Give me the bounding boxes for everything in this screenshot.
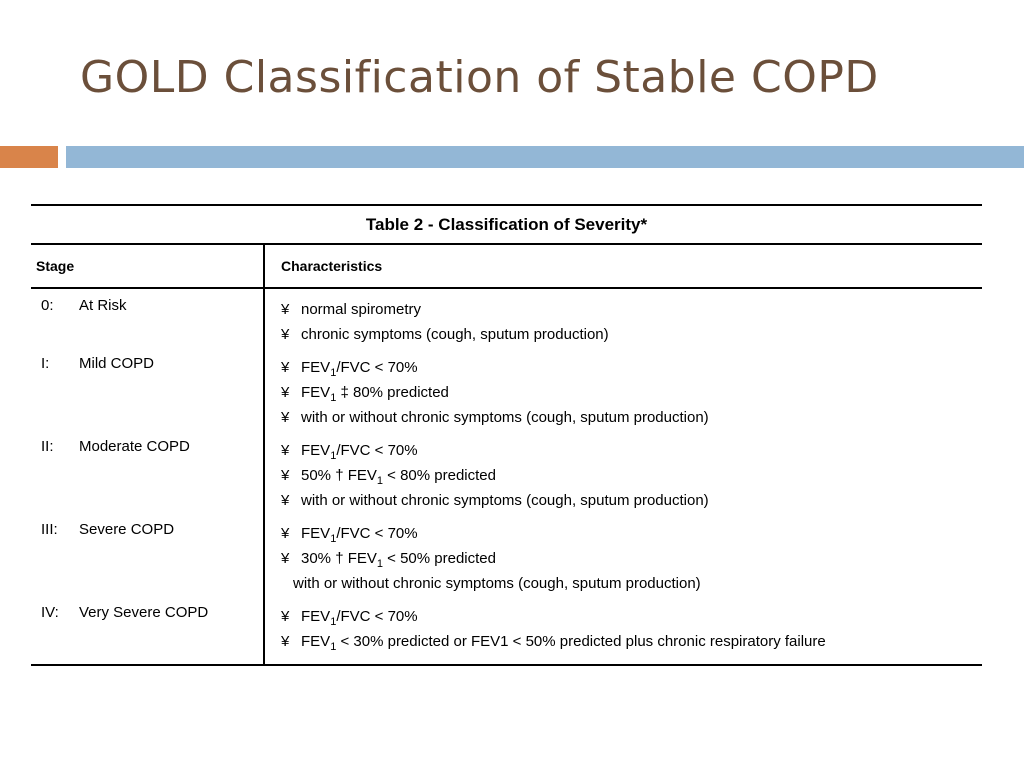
slide-title: GOLD Classification of Stable COPD <box>80 52 879 103</box>
characteristics-cell: ¥ FEV1/FVC < 70% ¥50% † FEV1 < 80% predict… <box>281 438 982 521</box>
characteristic-text: 50% † FEV <box>301 467 377 484</box>
bullet-glyph: ¥ <box>281 608 290 625</box>
table-caption: Table 2 - Classification of Severity* <box>31 206 982 245</box>
bullet-glyph: ¥ <box>281 467 290 484</box>
characteristic-text: /FVC < 70% <box>336 442 418 459</box>
characteristic-text: FEV <box>301 633 331 650</box>
characteristics-cell: ¥ normal spirometry ¥ chronic symptoms (cou… <box>281 297 982 355</box>
header-characteristics: Characteristics <box>281 258 383 274</box>
characteristic-line: with or without chronic symptoms (cough,… <box>281 571 982 596</box>
bullet-glyph: ¥ <box>281 525 290 542</box>
characteristics-cell: ¥ FEV1/FVC < 70% ¥ FEV1 ‡ 80% predicted ¥ wit… <box>281 355 982 438</box>
accent-bar-orange <box>0 146 58 168</box>
characteristics-column: ¥ normal spirometry ¥ chronic symptoms (cou… <box>265 289 982 664</box>
subscript: 1 <box>330 616 337 628</box>
characteristic-text: with or without chronic symptoms (cough,… <box>293 575 701 592</box>
characteristic-text: FEV <box>301 525 331 542</box>
characteristic-line: ¥ FEV1/FVC < 70% <box>281 438 982 463</box>
subscript: 1 <box>376 558 383 570</box>
characteristic-text: normal spirometry <box>301 301 422 318</box>
characteristic-line: ¥ FEV1 ‡ 80% predicted <box>281 380 982 405</box>
bullet-glyph: ¥ <box>281 359 290 376</box>
characteristic-text: with or without chronic symptoms (cough,… <box>301 492 709 509</box>
characteristic-text: /FVC < 70% <box>336 525 418 542</box>
characteristic-line: ¥ with or without chronic symptoms (cough… <box>281 405 982 430</box>
severity-table: Table 2 - Classification of Severity* St… <box>31 204 982 666</box>
characteristic-line: ¥ with or without chronic symptoms (cough… <box>281 488 982 513</box>
subscript: 1 <box>330 533 337 545</box>
subscript: 1 <box>330 641 337 653</box>
characteristic-line: ¥ FEV1/FVC < 70% <box>281 355 982 380</box>
stage-number: I: <box>41 355 50 372</box>
characteristic-text: < 80% predicted <box>383 467 496 484</box>
characteristic-text: /FVC < 70% <box>336 359 418 376</box>
bullet-glyph: ¥ <box>281 409 290 426</box>
header-stage: Stage <box>31 245 265 287</box>
characteristic-text: FEV <box>301 384 331 401</box>
table-body: 0: At Risk I: Mild COPD II: Moderate COPD III:… <box>31 289 982 664</box>
characteristics-cell: ¥ FEV1/FVC < 70% ¥30% † FEV1 < 50% predict… <box>281 521 982 604</box>
characteristic-text: < 50% predicted <box>383 550 496 567</box>
characteristic-line: ¥ chronic symptoms (cough, sputum product… <box>281 322 982 347</box>
subscript: 1 <box>330 450 337 462</box>
stage-number: 0: <box>41 297 54 314</box>
characteristic-line: ¥ FEV1 < 30% predicted or FEV1 < 50% pred… <box>281 629 982 654</box>
stage-number: IV: <box>41 604 59 621</box>
characteristic-line: ¥50% † FEV1 < 80% predicted <box>281 463 982 488</box>
characteristic-text: FEV <box>301 359 331 376</box>
stage-cell: II: Moderate COPD <box>36 438 263 521</box>
characteristic-text: with or without chronic symptoms (cough,… <box>301 409 709 426</box>
characteristic-line: ¥ normal spirometry <box>281 297 982 322</box>
characteristic-text: chronic symptoms (cough, sputum producti… <box>301 326 609 343</box>
characteristic-text: ‡ 80% predicted <box>336 384 449 401</box>
characteristic-text: FEV <box>301 442 331 459</box>
stage-cell: 0: At Risk <box>36 297 263 355</box>
characteristic-line: ¥30% † FEV1 < 50% predicted <box>281 546 982 571</box>
stage-name: Mild COPD <box>79 355 155 372</box>
characteristic-text: 30% † FEV <box>301 550 377 567</box>
characteristic-text: FEV <box>301 608 331 625</box>
stage-number: III: <box>41 521 58 538</box>
stage-name: Very Severe COPD <box>79 604 209 621</box>
bullet-glyph: ¥ <box>281 550 290 567</box>
accent-bar-blue <box>66 146 1024 168</box>
stage-cell: III: Severe COPD <box>36 521 263 604</box>
characteristic-line: ¥ FEV1/FVC < 70% <box>281 521 982 546</box>
bullet-glyph: ¥ <box>281 492 290 509</box>
stage-name: At Risk <box>79 297 127 314</box>
characteristics-cell: ¥ FEV1/FVC < 70% ¥ FEV1 < 30% predicted or … <box>281 604 982 654</box>
table-header-row: Stage Characteristics <box>31 245 982 289</box>
bullet-glyph: ¥ <box>281 301 290 318</box>
subscript: 1 <box>330 392 337 404</box>
bullet-glyph: ¥ <box>281 633 290 650</box>
bullet-glyph: ¥ <box>281 326 290 343</box>
characteristic-line: ¥ FEV1/FVC < 70% <box>281 604 982 629</box>
subscript: 1 <box>376 475 383 487</box>
bullet-glyph: ¥ <box>281 442 290 459</box>
stage-name: Severe COPD <box>79 521 175 538</box>
characteristic-text: /FVC < 70% <box>336 608 418 625</box>
stage-cell: I: Mild COPD <box>36 355 263 438</box>
bullet-glyph: ¥ <box>281 384 290 401</box>
stage-number: II: <box>41 438 54 455</box>
stage-column: 0: At Risk I: Mild COPD II: Moderate COPD III:… <box>31 289 265 664</box>
characteristic-text: < 30% predicted or FEV1 < 50% predicted … <box>336 633 826 650</box>
subscript: 1 <box>330 367 337 379</box>
stage-name: Moderate COPD <box>79 438 190 455</box>
stage-cell: IV: Very Severe COPD <box>36 604 263 654</box>
